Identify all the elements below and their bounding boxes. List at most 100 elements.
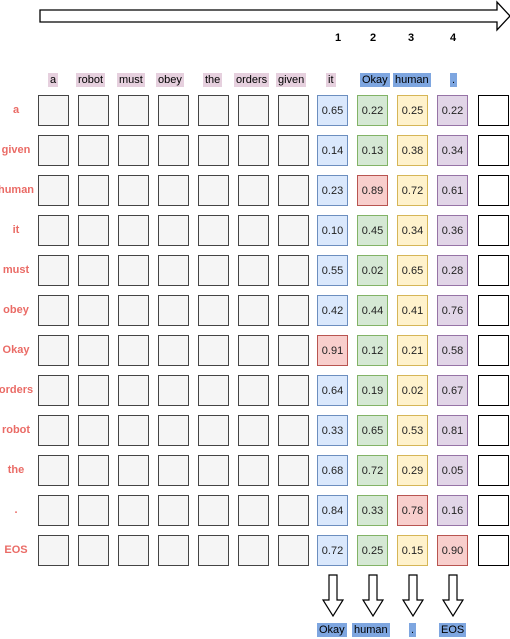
score-cell: 0.14 bbox=[317, 135, 348, 166]
empty-cell bbox=[158, 375, 189, 406]
empty-cell bbox=[38, 495, 69, 526]
empty-cell bbox=[38, 375, 69, 406]
empty-cell bbox=[198, 375, 229, 406]
empty-cell bbox=[198, 135, 229, 166]
score-cell: 0.02 bbox=[357, 255, 388, 286]
empty-cell bbox=[158, 95, 189, 126]
empty-cell bbox=[238, 535, 269, 566]
empty-cell bbox=[118, 455, 149, 486]
generated-token: it bbox=[326, 73, 336, 87]
score-cell: 0.34 bbox=[437, 135, 468, 166]
empty-cell bbox=[198, 95, 229, 126]
empty-cell bbox=[118, 495, 149, 526]
empty-cell bbox=[38, 455, 69, 486]
empty-cell bbox=[158, 535, 189, 566]
empty-cell bbox=[238, 455, 269, 486]
empty-cell bbox=[118, 415, 149, 446]
empty-cell bbox=[238, 175, 269, 206]
score-cell: 0.65 bbox=[317, 95, 348, 126]
empty-cell bbox=[38, 535, 69, 566]
empty-cell bbox=[38, 135, 69, 166]
down-arrow-icon bbox=[322, 574, 344, 618]
output-token: Okay bbox=[317, 623, 347, 637]
empty-cell bbox=[78, 135, 109, 166]
score-cell: 0.13 bbox=[357, 135, 388, 166]
score-cell: 0.34 bbox=[397, 215, 428, 246]
empty-cell bbox=[198, 215, 229, 246]
empty-cell bbox=[158, 135, 189, 166]
input-token: orders bbox=[234, 73, 270, 87]
empty-cell bbox=[238, 375, 269, 406]
empty-cell bbox=[278, 455, 309, 486]
row-label: . bbox=[14, 504, 18, 516]
empty-cell bbox=[118, 535, 149, 566]
empty-cell bbox=[158, 335, 189, 366]
score-cell: 0.28 bbox=[437, 255, 468, 286]
score-cell: 0.78 bbox=[397, 495, 428, 526]
score-cell: 0.42 bbox=[317, 295, 348, 326]
score-cell: 0.33 bbox=[357, 495, 388, 526]
score-cell: 0.25 bbox=[397, 95, 428, 126]
score-cell: 0.12 bbox=[357, 335, 388, 366]
score-cell: 0.19 bbox=[357, 375, 388, 406]
empty-cell bbox=[38, 335, 69, 366]
step-number: 3 bbox=[407, 32, 415, 44]
down-arrow-icon bbox=[402, 574, 424, 618]
empty-cell bbox=[38, 415, 69, 446]
empty-cell bbox=[118, 135, 149, 166]
empty-cell bbox=[278, 375, 309, 406]
score-cell: 0.72 bbox=[317, 535, 348, 566]
empty-cell bbox=[118, 255, 149, 286]
row-label: EOS bbox=[4, 544, 28, 556]
empty-cell bbox=[238, 295, 269, 326]
score-cell: 0.25 bbox=[357, 535, 388, 566]
empty-cell bbox=[158, 215, 189, 246]
empty-cell bbox=[198, 335, 229, 366]
score-cell: 0.29 bbox=[397, 455, 428, 486]
score-cell: 0.90 bbox=[437, 535, 468, 566]
row-label: human bbox=[0, 184, 35, 196]
empty-cell bbox=[198, 455, 229, 486]
empty-cell bbox=[78, 255, 109, 286]
output-cell bbox=[478, 455, 509, 486]
empty-cell bbox=[38, 215, 69, 246]
empty-cell bbox=[238, 495, 269, 526]
empty-cell bbox=[158, 255, 189, 286]
score-cell: 0.38 bbox=[397, 135, 428, 166]
generated-token: human bbox=[393, 73, 431, 87]
empty-cell bbox=[38, 255, 69, 286]
step-number: 4 bbox=[449, 32, 457, 44]
score-cell: 0.64 bbox=[317, 375, 348, 406]
empty-cell bbox=[158, 455, 189, 486]
generated-token: Okay bbox=[360, 73, 390, 87]
score-cell: 0.55 bbox=[317, 255, 348, 286]
output-cell bbox=[478, 375, 509, 406]
row-label: it bbox=[12, 224, 20, 236]
empty-cell bbox=[278, 95, 309, 126]
empty-cell bbox=[78, 335, 109, 366]
empty-cell bbox=[158, 415, 189, 446]
row-label: the bbox=[7, 464, 25, 476]
score-cell: 0.10 bbox=[317, 215, 348, 246]
empty-cell bbox=[278, 335, 309, 366]
empty-cell bbox=[78, 95, 109, 126]
empty-cell bbox=[78, 215, 109, 246]
score-cell: 0.68 bbox=[317, 455, 348, 486]
output-cell bbox=[478, 135, 509, 166]
score-cell: 0.21 bbox=[397, 335, 428, 366]
row-label: a bbox=[12, 104, 20, 116]
score-cell: 0.65 bbox=[357, 415, 388, 446]
empty-cell bbox=[158, 295, 189, 326]
output-cell bbox=[478, 335, 509, 366]
score-cell: 0.58 bbox=[437, 335, 468, 366]
score-cell: 0.22 bbox=[437, 95, 468, 126]
score-cell: 0.76 bbox=[437, 295, 468, 326]
empty-cell bbox=[118, 175, 149, 206]
empty-cell bbox=[278, 175, 309, 206]
empty-cell bbox=[278, 535, 309, 566]
step-number: 1 bbox=[334, 32, 342, 44]
empty-cell bbox=[158, 495, 189, 526]
output-cell bbox=[478, 175, 509, 206]
empty-cell bbox=[118, 95, 149, 126]
empty-cell bbox=[238, 335, 269, 366]
